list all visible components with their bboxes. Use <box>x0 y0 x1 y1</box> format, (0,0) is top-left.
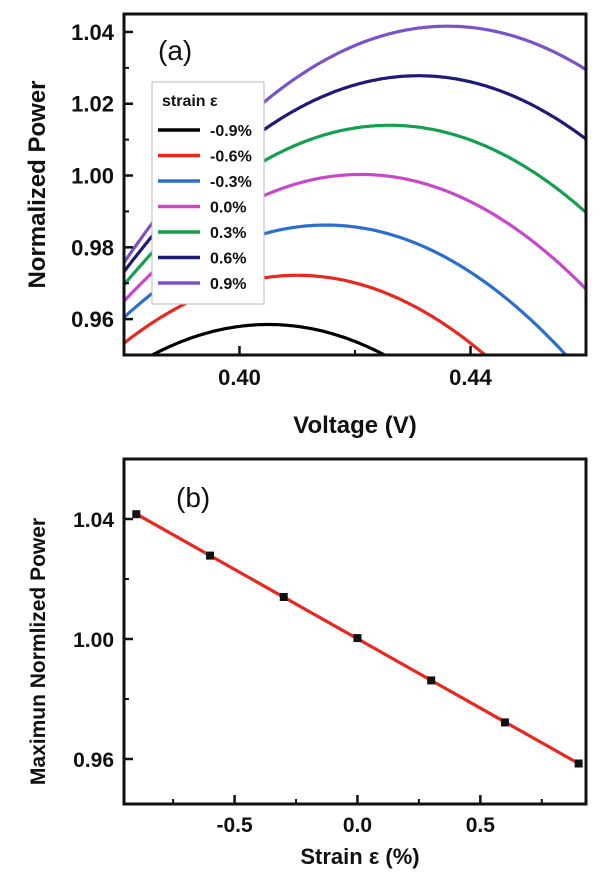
x-tick-label: -0.5 <box>216 814 253 837</box>
legend-label: -0.3% <box>210 174 252 191</box>
panel-a: 0.40 0.44 0.96 0.98 1.00 1.02 1.04 (a) Voltag… <box>24 12 588 439</box>
panel-b-y-ticks: 0.96 1.00 1.04 <box>73 509 133 772</box>
legend-title: strain ε <box>162 93 218 110</box>
y-tick-label: 0.98 <box>71 235 114 260</box>
panel-a-label: (a) <box>158 35 192 66</box>
data-point <box>132 510 141 519</box>
data-point <box>206 551 215 560</box>
legend-items: -0.9% -0.6% -0.3% 0.0% 0.3% 0.6% 0.9% <box>158 123 252 293</box>
legend-box <box>151 81 265 305</box>
panel-a-x-axis-title: Voltage (V) <box>293 412 417 439</box>
data-point <box>427 676 436 685</box>
legend-label: -0.9% <box>210 123 252 140</box>
panel-a-y-axis-title: Normalized Power <box>24 80 51 288</box>
y-tick-label: 1.00 <box>73 629 114 652</box>
x-tick-label: 0.44 <box>449 365 493 390</box>
data-point <box>500 718 509 727</box>
y-tick-label: 1.00 <box>71 164 114 189</box>
y-tick-label: 0.96 <box>73 749 114 772</box>
legend-label: 0.0% <box>210 200 246 217</box>
panel-b-data-points <box>132 510 583 768</box>
data-point <box>279 593 288 601</box>
legend-label: 0.9% <box>210 276 246 293</box>
panel-b-x-ticks: -0.5 0.0 0.5 <box>172 795 543 837</box>
legend-label: -0.6% <box>210 149 252 166</box>
y-tick-label: 0.96 <box>71 307 114 332</box>
x-tick-label: 0.0 <box>343 814 372 837</box>
y-tick-label: 1.04 <box>71 20 115 45</box>
x-tick-label: 0.40 <box>218 365 261 390</box>
legend-label: 0.3% <box>210 225 246 242</box>
data-point <box>574 759 583 768</box>
panel-b-plot-frame <box>122 457 588 806</box>
panel-a-x-ticks: 0.40 0.44 <box>218 346 493 390</box>
panel-b-y-axis-title: Maximun Normlized Power <box>27 518 50 785</box>
panel-a-y-ticks: 0.96 0.98 1.00 1.02 1.04 <box>71 20 133 332</box>
data-point <box>353 634 362 643</box>
y-tick-label: 1.04 <box>73 509 114 532</box>
panel-b: -0.5 0.0 0.5 0.96 1.00 1.04 (b) Strain ε (%)… <box>27 457 588 869</box>
x-tick-label: 0.5 <box>466 814 496 837</box>
legend-label: 0.6% <box>210 251 246 268</box>
panel-b-label: (b) <box>176 482 210 513</box>
curve--0.9% <box>148 322 388 355</box>
y-tick-label: 1.02 <box>71 92 114 117</box>
panel-b-x-axis-title: Strain ε (%) <box>300 844 419 869</box>
panel-a-legend: strain ε -0.9% -0.6% -0.3% 0.0% 0.3% 0.6% 0.9% <box>151 81 265 305</box>
